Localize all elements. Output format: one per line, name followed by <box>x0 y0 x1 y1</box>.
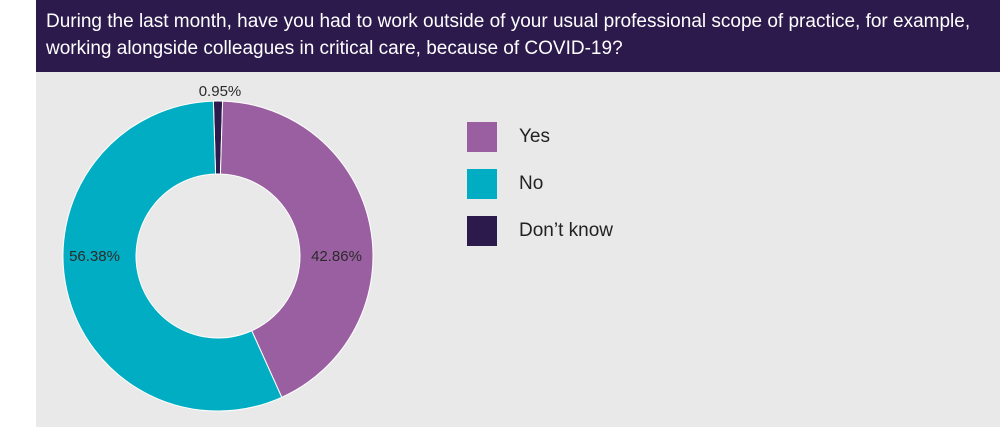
legend-swatch-yes <box>467 122 497 152</box>
legend-item-dont-know: Don’t know <box>467 216 613 246</box>
legend-label-dont-know: Don’t know <box>519 220 613 241</box>
legend-swatch-no <box>467 169 497 199</box>
chart-question: During the last month, have you had to w… <box>46 11 971 59</box>
legend-label-no: No <box>519 173 544 194</box>
chart-header: During the last month, have you had to w… <box>36 0 1000 72</box>
data-label-yes: 42.86% <box>311 248 362 265</box>
slice-no <box>62 100 283 412</box>
data-label-dont-know: 0.95% <box>199 83 242 100</box>
legend-item-no: No <box>467 169 613 199</box>
slice-yes <box>219 100 374 398</box>
donut-chart: 42.86% 56.38% 0.95% <box>62 83 374 412</box>
legend-label-yes: Yes <box>519 126 550 147</box>
data-label-no: 56.38% <box>69 248 120 265</box>
legend-swatch-dont-know <box>467 216 497 246</box>
chart-panel: 42.86% 56.38% 0.95% Yes No Don’t know <box>36 72 1000 427</box>
legend-item-yes: Yes <box>467 122 613 152</box>
legend: Yes No Don’t know <box>467 122 613 263</box>
